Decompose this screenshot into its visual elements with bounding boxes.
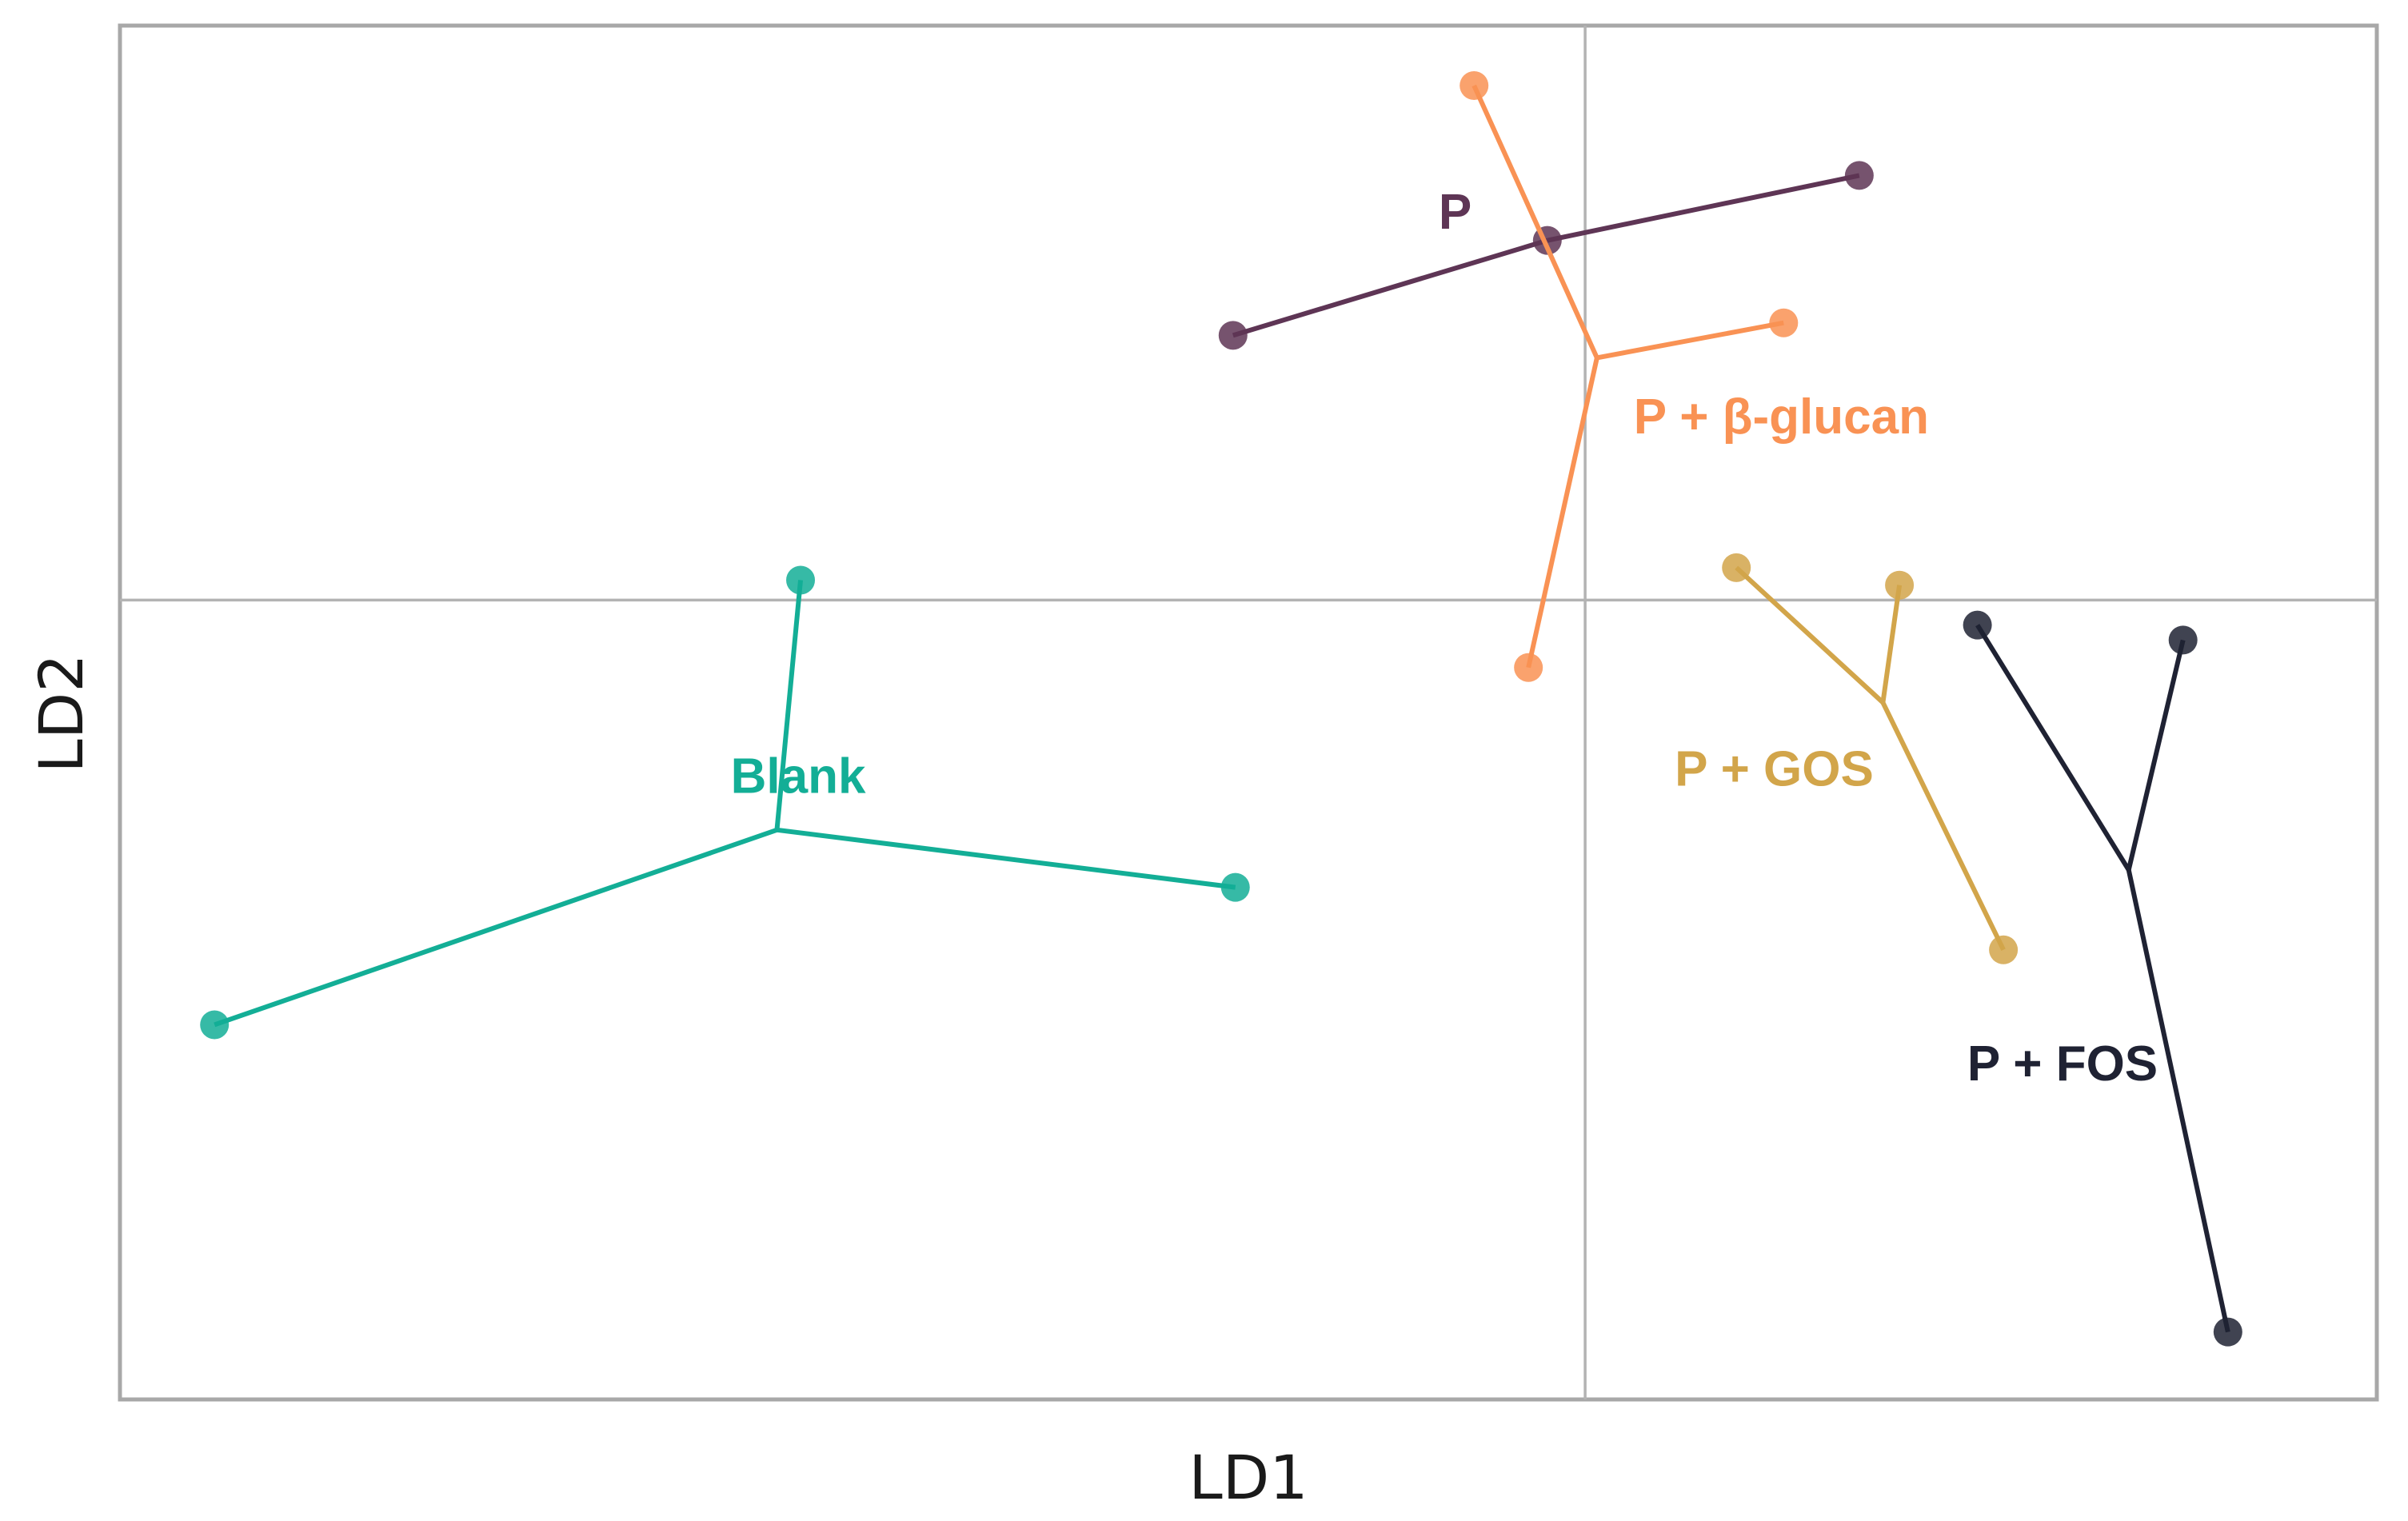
spoke-line	[774, 580, 804, 831]
y-axis-title: LD2	[26, 653, 97, 772]
series-label-blank: Blank	[731, 749, 866, 804]
plot-area	[118, 23, 2379, 1402]
data-point	[1514, 653, 1543, 682]
series-p-gos	[1722, 553, 2019, 964]
spoke-line	[777, 827, 1236, 890]
spoke-line	[1880, 585, 1903, 703]
spoke-line	[2126, 869, 2230, 1333]
spoke-line	[1880, 701, 2006, 952]
data-point	[1844, 161, 1874, 190]
spoke-line	[1975, 624, 2131, 872]
series-label-p-gos: P + GOS	[1675, 741, 1874, 796]
spoke-line	[1735, 565, 1885, 705]
spoke-line	[1547, 173, 1860, 243]
data-point	[1769, 308, 1799, 337]
data-point	[200, 1010, 230, 1040]
label-layer: Blank P P + β-glucan P + GOS P + FOS	[731, 185, 2158, 1092]
series-layer	[200, 70, 2242, 1347]
data-point	[2168, 625, 2198, 655]
spoke-line	[1232, 238, 1548, 338]
spoke-line	[1526, 357, 1599, 669]
series-blank	[200, 565, 1250, 1040]
series-p-glucan	[1460, 70, 1799, 682]
x-axis-title: LD1	[1188, 1442, 1308, 1513]
spoke-line	[1472, 84, 1599, 359]
data-point	[1722, 553, 1751, 582]
data-point	[1220, 872, 1250, 902]
spoke-line	[2126, 639, 2186, 871]
data-point	[786, 565, 816, 595]
data-point	[1460, 70, 1489, 100]
series-p-fos	[1963, 610, 2242, 1347]
spoke-line	[1596, 320, 1784, 361]
data-point	[1885, 570, 1915, 600]
data-point	[2213, 1317, 2242, 1347]
data-point	[1218, 321, 1248, 350]
series-label-p-glucan: P + β-glucan	[1634, 389, 1929, 445]
spoke-line	[214, 827, 778, 1028]
data-point	[1989, 935, 2019, 964]
data-point	[1963, 610, 1992, 640]
series-label-p-fos: P + FOS	[1967, 1036, 2158, 1092]
series-label-p: P	[1439, 185, 1472, 240]
